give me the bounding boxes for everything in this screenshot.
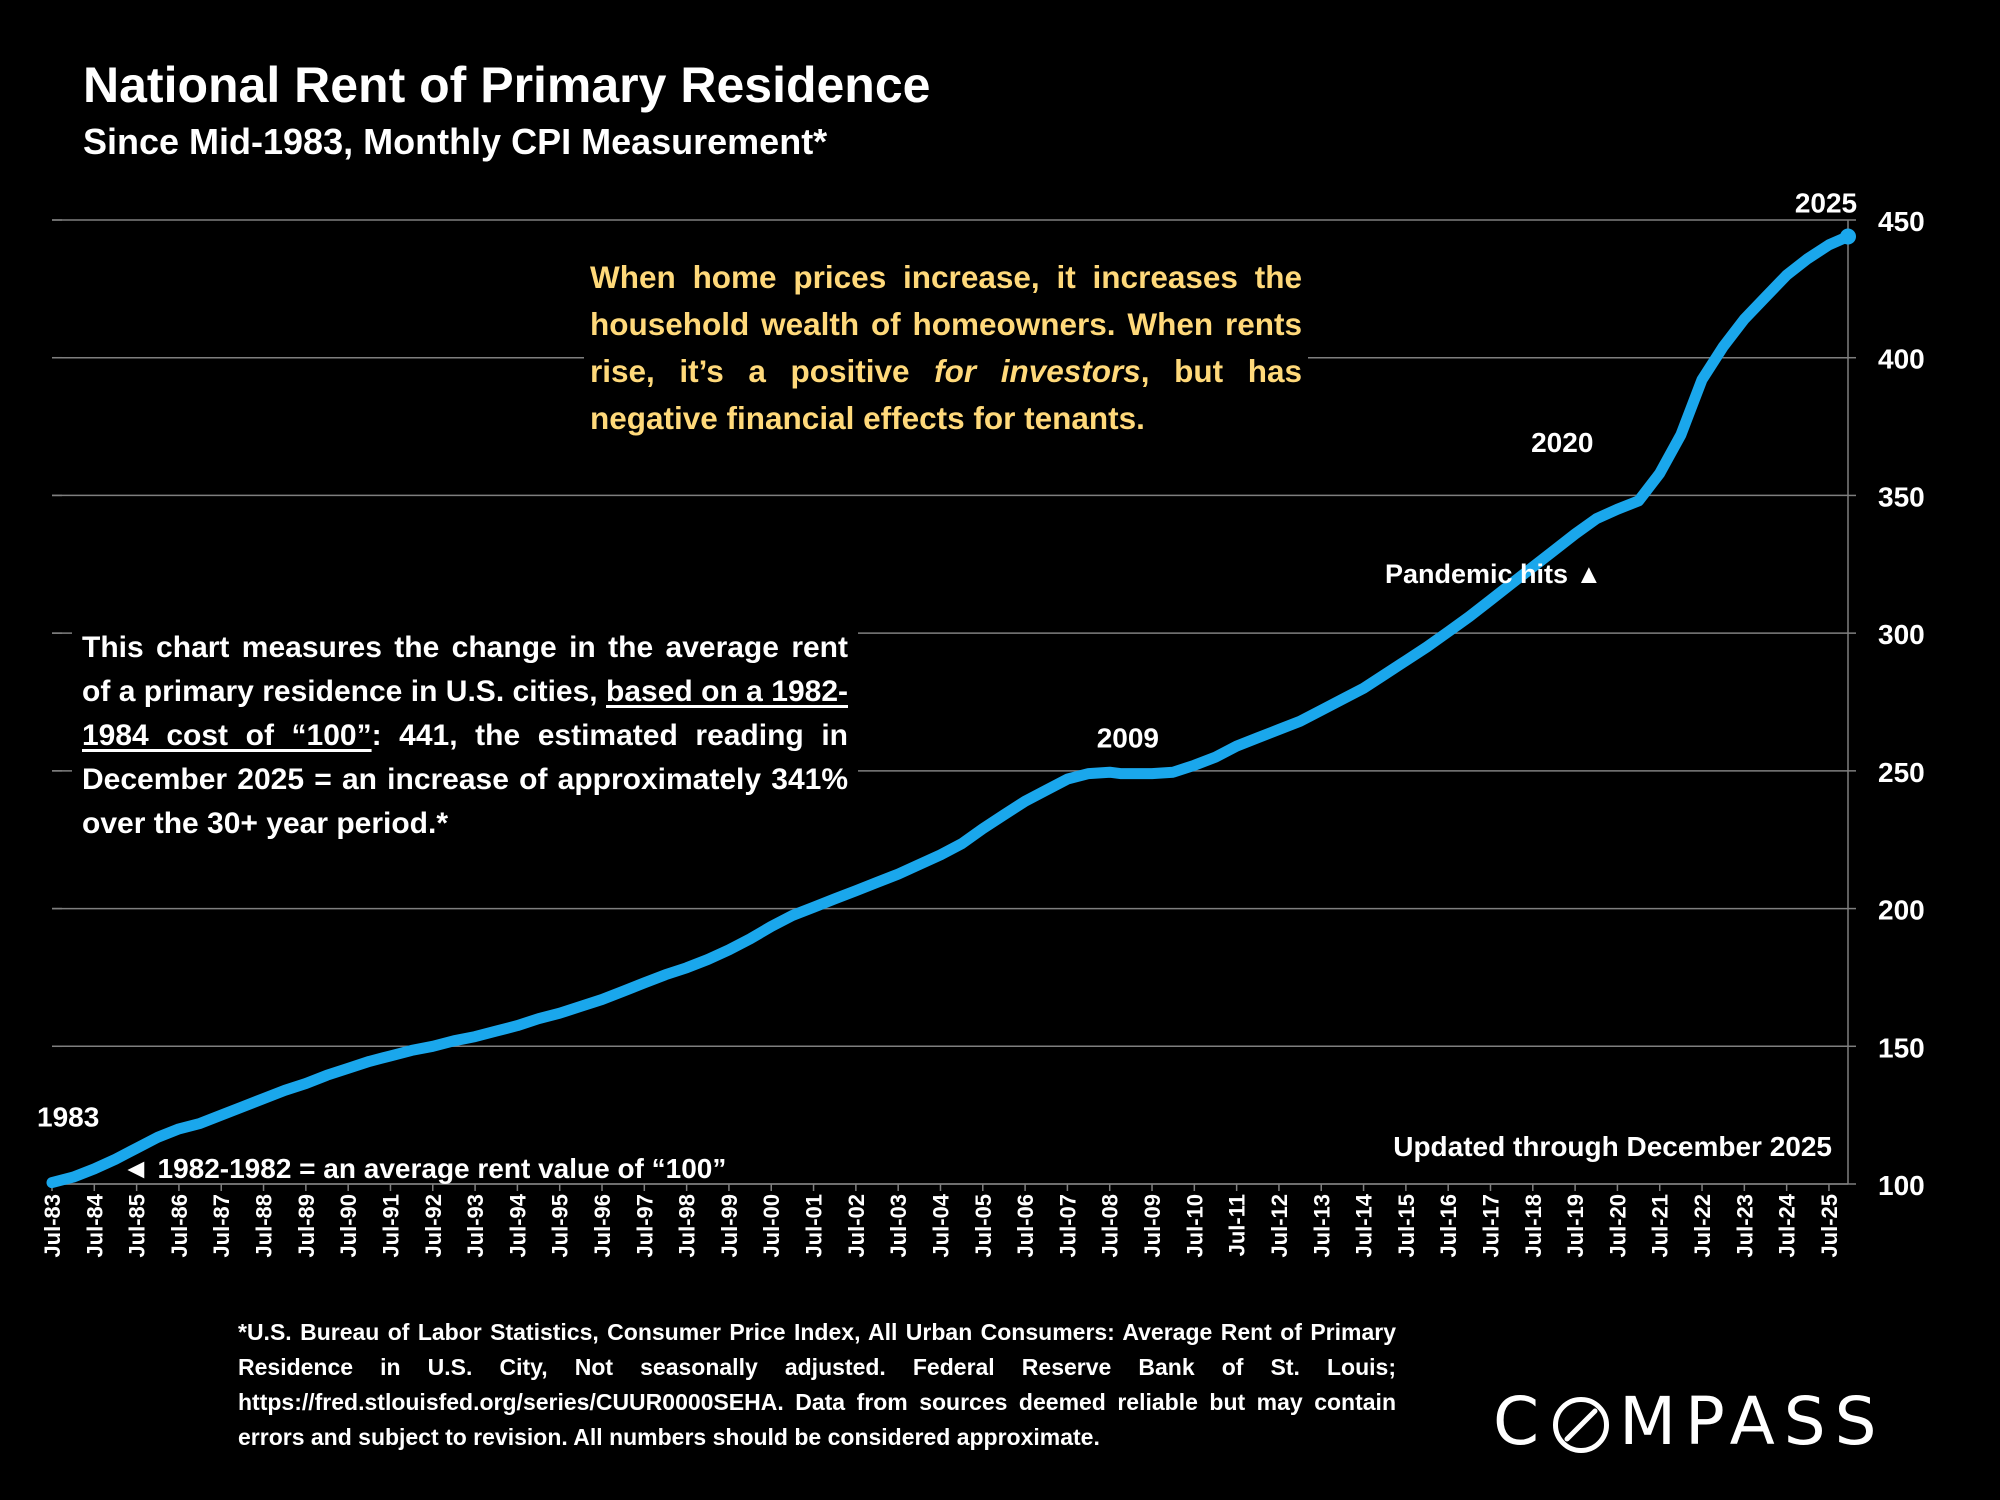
x-axis: Jul-83 Jul-84 Jul-85 Jul-86 Jul-87 Jul-88 Jul-… [40, 1183, 1848, 1258]
x-tick-label: Jul-87 [209, 1194, 234, 1258]
rent-series-line [46, 231, 1854, 1189]
series-layer [46, 228, 1856, 1189]
x-tick-label: Jul-09 [1140, 1194, 1165, 1258]
x-tick-label: Jul-03 [886, 1194, 911, 1258]
x-tick-label: Jul-20 [1605, 1194, 1630, 1258]
x-tick-label: Jul-21 [1648, 1194, 1673, 1258]
x-tick-label: Jul-08 [1098, 1194, 1123, 1258]
y-tick-label: 400 [1878, 344, 1925, 375]
x-tick-label: Jul-10 [1182, 1194, 1207, 1258]
pandemic-note: Pandemic hits ▲ [1385, 559, 1602, 589]
compass-logo: C MPASS [1493, 1383, 1886, 1460]
x-tick-label: Jul-89 [294, 1194, 319, 1258]
x-tick-label: Jul-06 [1013, 1194, 1038, 1258]
x-tick-label: Jul-88 [252, 1194, 277, 1258]
x-tick-label: Jul-01 [802, 1194, 827, 1258]
x-tick-label: Jul-07 [1055, 1194, 1080, 1258]
series-end-marker [1840, 228, 1856, 245]
info-box: This chart measures the change in the av… [72, 626, 858, 846]
x-tick-label: Jul-05 [971, 1194, 996, 1258]
compass-o-icon [1552, 1393, 1610, 1453]
x-tick-label: Jul-19 [1563, 1194, 1588, 1258]
updated-note: Updated through December 2025 [1393, 1131, 1832, 1162]
year-label-2025: 2025 [1795, 188, 1857, 219]
x-tick-label: Jul-92 [421, 1194, 446, 1258]
callout-box: When home prices increase, it increases … [584, 254, 1308, 442]
x-tick-label: Jul-04 [928, 1193, 953, 1257]
x-tick-label: Jul-96 [590, 1194, 615, 1258]
x-tick-label: Jul-12 [1267, 1194, 1292, 1258]
baseline-note: ◄ 1982-1982 = an average rent value of “… [122, 1153, 726, 1184]
x-tick-label: Jul-98 [675, 1194, 700, 1258]
x-tick-label: Jul-90 [336, 1194, 361, 1258]
x-tick-label: Jul-18 [1521, 1194, 1546, 1258]
x-tick-label: Jul-15 [1394, 1194, 1419, 1258]
x-tick-label: Jul-13 [1309, 1194, 1334, 1258]
y-tick-label: 350 [1878, 481, 1925, 512]
year-label-2020: 2020 [1531, 427, 1593, 458]
source-footnote: *U.S. Bureau of Labor Statistics, Consum… [238, 1319, 1396, 1450]
logo-letter-c: C [1493, 1383, 1549, 1460]
y-tick-label: 250 [1878, 757, 1925, 788]
callout-emphasis: for investors [934, 353, 1141, 389]
callout-text-2: , but has negative financial effects for… [590, 353, 1302, 436]
x-tick-label: Jul-16 [1436, 1194, 1461, 1258]
x-tick-label: Jul-93 [463, 1194, 488, 1258]
x-tick-label: Jul-14 [1352, 1193, 1377, 1257]
info-text-2: : 441, the estimated reading in December… [82, 719, 848, 840]
x-tick-label: Jul-97 [632, 1194, 657, 1258]
x-tick-label: Jul-02 [844, 1194, 869, 1258]
year-label-1983: 1983 [37, 1102, 99, 1133]
y-tick-label: 450 [1878, 206, 1925, 237]
y-tick-label: 200 [1878, 895, 1925, 926]
x-tick-label: Jul-83 [40, 1194, 65, 1258]
chart-subtitle: Since Mid-1983, Monthly CPI Measurement* [83, 121, 828, 162]
x-tick-label: Jul-24 [1775, 1193, 1800, 1257]
info-text-1: This chart measures the change in the av… [82, 631, 848, 708]
x-tick-label: Jul-95 [548, 1194, 573, 1258]
y-tick-label: 300 [1878, 619, 1925, 650]
y-axis: 100 150 200 250 300 350 400 450 [52, 206, 1925, 1201]
x-tick-label: Jul-17 [1478, 1194, 1503, 1258]
y-tick-label: 150 [1878, 1032, 1925, 1063]
x-tick-label: Jul-85 [125, 1194, 150, 1258]
year-label-2009: 2009 [1097, 723, 1159, 754]
info-underlined: based on a 1982-1984 cost of “100” [82, 675, 848, 752]
x-tick-label: Jul-23 [1732, 1194, 1757, 1258]
chart-title: National Rent of Primary Residence [83, 57, 931, 113]
annotations-layer: 1983 2009 2020 2025 ◄ 1982-1982 = an average… [37, 188, 1857, 1184]
x-tick-label: Jul-86 [167, 1194, 192, 1258]
x-tick-label: Jul-22 [1690, 1194, 1715, 1258]
x-tick-label: Jul-25 [1817, 1194, 1842, 1258]
x-tick-label: Jul-00 [759, 1194, 784, 1258]
x-tick-label: Jul-99 [717, 1194, 742, 1258]
callout-text-1: When home prices increase, it increases … [590, 259, 1302, 389]
x-tick-label: Jul-11 [1225, 1194, 1250, 1256]
x-tick-label: Jul-94 [505, 1193, 530, 1257]
logo-letters-mpass: MPASS [1619, 1383, 1886, 1460]
y-tick-label: 100 [1878, 1170, 1925, 1201]
x-tick-label: Jul-84 [82, 1193, 107, 1257]
x-tick-label: Jul-91 [378, 1194, 403, 1258]
